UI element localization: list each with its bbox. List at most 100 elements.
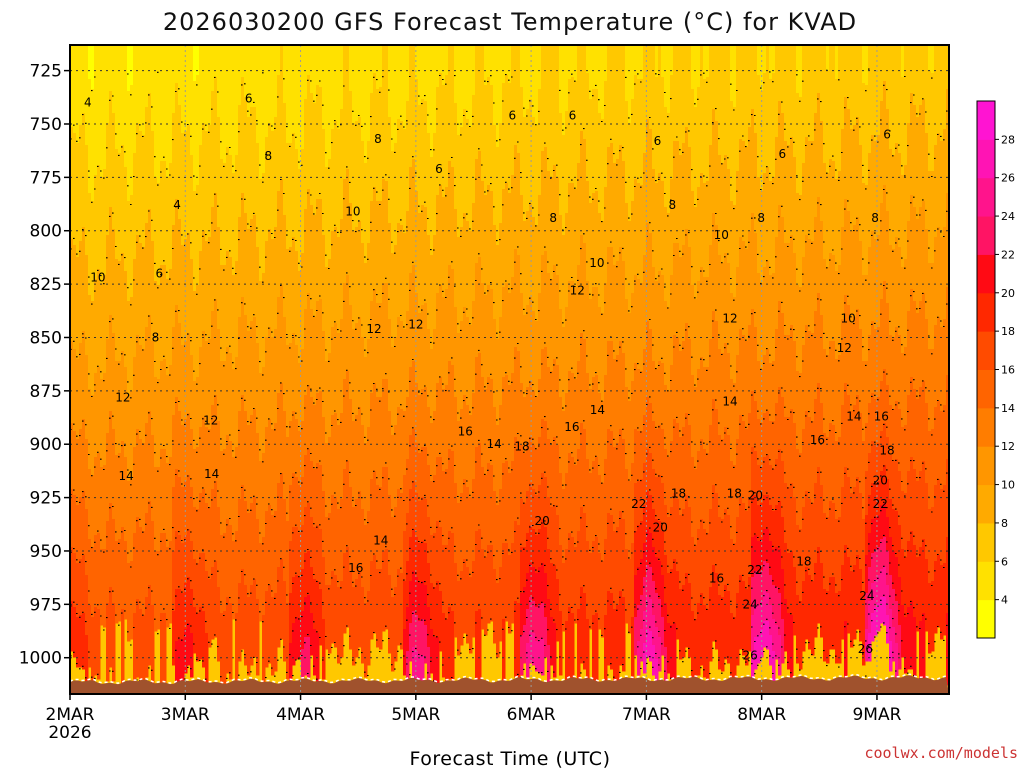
temperature-band-cell <box>748 413 752 498</box>
temperature-band-cell <box>202 553 206 612</box>
temperature-band-cell <box>913 301 917 390</box>
temperature-band-cell <box>181 45 185 134</box>
temperature-band-cell <box>187 577 191 624</box>
temperature-band-cell <box>364 443 368 526</box>
temperature-band-cell <box>706 533 710 610</box>
temperature-band-cell <box>82 555 86 614</box>
temperature-band-cell <box>823 513 827 590</box>
temperature-band-cell <box>127 301 131 396</box>
temperature-band-cell <box>223 45 227 164</box>
temperature-band-cell <box>832 255 836 342</box>
temperature-band-cell <box>751 577 755 616</box>
temperature-band-cell <box>163 161 167 266</box>
temperature-band-cell <box>574 287 578 380</box>
x-axis-title: Forecast Time (UTC) <box>410 748 611 768</box>
temperature-band-cell <box>883 369 887 424</box>
temperature-band-cell <box>823 349 827 434</box>
temperature-band-cell <box>544 347 548 422</box>
temperature-band-cell <box>781 569 785 620</box>
temperature-band-cell <box>319 199 323 300</box>
temperature-band-cell <box>274 227 278 330</box>
temperature-band-cell <box>319 87 323 200</box>
temperature-band-cell <box>439 377 443 458</box>
temperature-band-cell <box>664 45 668 108</box>
temperature-band-cell <box>397 317 401 408</box>
temperature-band-cell <box>82 227 86 332</box>
temperature-band-cell <box>787 553 791 614</box>
y-tick-label: 1000 <box>19 649 62 669</box>
temperature-band-cell <box>520 635 524 676</box>
temperature-band-cell <box>85 635 89 694</box>
temperature-band-cell <box>178 639 182 686</box>
temperature-band-cell <box>211 567 215 640</box>
temperature-band-cell <box>763 173 767 268</box>
temperature-band-cell <box>907 541 911 608</box>
temperature-band-cell <box>385 549 389 630</box>
temperature-band-cell <box>280 285 284 384</box>
temperature-band-cell <box>334 227 338 324</box>
temperature-band-cell <box>712 311 716 400</box>
temperature-band-cell <box>547 599 551 646</box>
temperature-band-cell <box>856 217 860 310</box>
temperature-band-cell <box>229 525 233 604</box>
temperature-band-cell <box>886 585 890 616</box>
temperature-band-cell <box>670 441 674 508</box>
temperature-band-cell <box>295 575 299 618</box>
temperature-band-cell <box>655 429 659 478</box>
temperature-band-cell <box>829 341 833 424</box>
temperature-band-cell <box>865 85 869 186</box>
temperature-band-cell <box>589 389 593 474</box>
temperature-band-cell <box>196 377 200 448</box>
temperature-band-cell <box>649 495 653 534</box>
temperature-band-cell <box>928 509 932 584</box>
temperature-band-cell <box>130 479 134 562</box>
temperature-band-cell <box>142 135 146 248</box>
temperature-band-cell <box>355 415 359 500</box>
temperature-band-cell <box>811 333 815 422</box>
contour-label: 14 <box>590 403 605 417</box>
temperature-band-cell <box>286 45 290 144</box>
temperature-band-cell <box>85 509 89 576</box>
temperature-band-cell <box>76 257 80 360</box>
contour-label: 18 <box>671 486 686 500</box>
temperature-band-cell <box>154 281 158 378</box>
temperature-band-cell <box>700 439 704 520</box>
temperature-band-cell <box>514 437 518 522</box>
temperature-band-cell <box>79 241 83 344</box>
temperature-band-cell <box>526 211 530 306</box>
temperature-band-cell <box>745 589 749 666</box>
temperature-band-cell <box>151 521 155 606</box>
temperature-band-cell <box>370 93 374 202</box>
temperature-band-cell <box>883 537 887 568</box>
temperature-band-cell <box>223 361 227 450</box>
contour-label: 10 <box>840 311 855 325</box>
temperature-band-cell <box>151 45 155 132</box>
temperature-band-cell <box>670 569 674 626</box>
temperature-band-cell <box>466 317 470 406</box>
colorbar-label: 22 <box>1001 248 1015 261</box>
temperature-band-cell <box>190 541 194 590</box>
temperature-band-cell <box>544 617 548 658</box>
temperature-band-cell <box>784 483 788 544</box>
temperature-band-cell <box>817 93 821 198</box>
temperature-band-cell <box>157 183 161 286</box>
contour-label: 20 <box>748 488 763 502</box>
temperature-band-cell <box>271 239 275 338</box>
temperature-band-cell <box>379 45 383 88</box>
temperature-band-cell <box>136 235 140 336</box>
temperature-band-cell <box>346 547 350 628</box>
temperature-band-cell <box>316 45 320 86</box>
temperature-band-cell <box>523 397 527 454</box>
temperature-band-cell <box>853 405 857 488</box>
temperature-band-cell <box>790 45 794 138</box>
temperature-band-cell <box>319 391 323 466</box>
temperature-band-cell <box>454 483 458 564</box>
temperature-band-cell <box>88 539 92 606</box>
temperature-band-cell <box>205 341 209 428</box>
y-tick-label: 800 <box>30 222 62 242</box>
temperature-band-cell <box>85 355 89 440</box>
temperature-band-cell <box>118 361 122 454</box>
temperature-band-cell <box>487 377 491 464</box>
temperature-band-cell <box>175 589 179 642</box>
